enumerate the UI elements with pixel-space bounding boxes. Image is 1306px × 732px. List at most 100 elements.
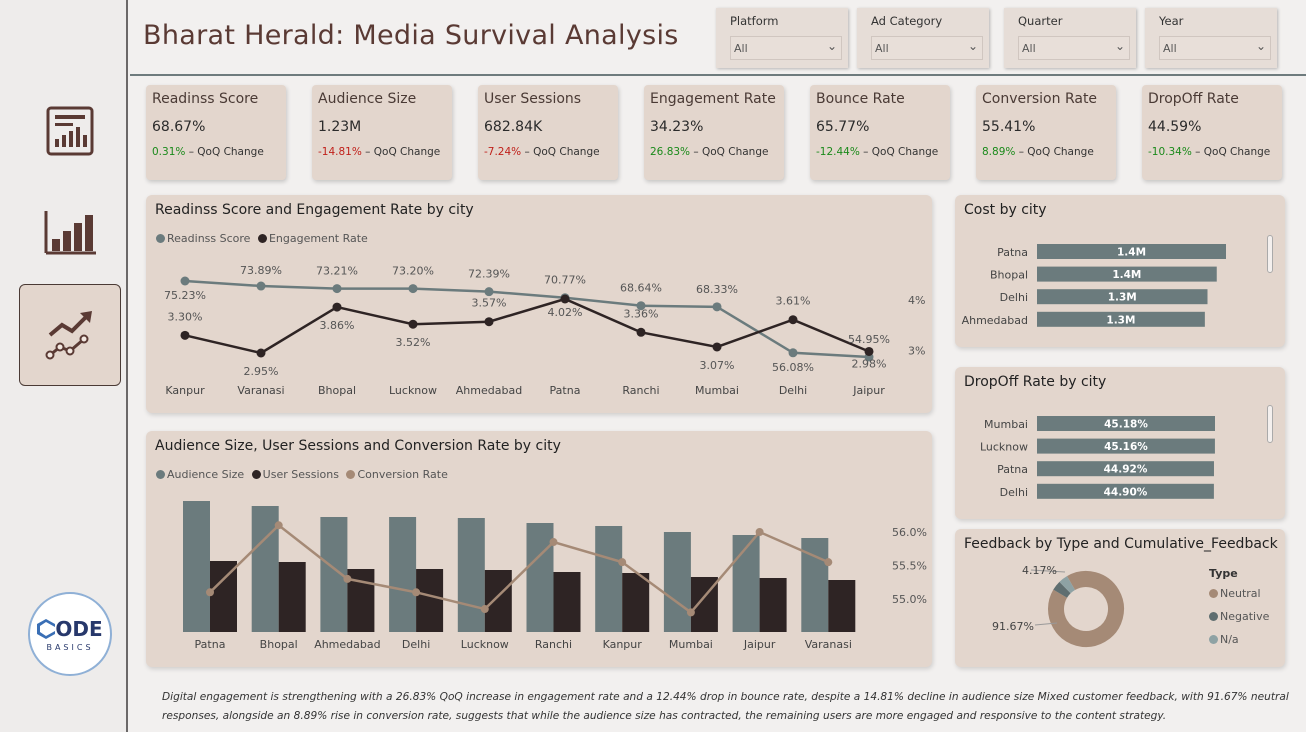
kpi-change: -7.24% – QoQ Change bbox=[484, 146, 600, 158]
audience-size-bar bbox=[732, 535, 760, 632]
kpi-change-label: – QoQ Change bbox=[1015, 146, 1094, 158]
kpi-change: 26.83% – QoQ Change bbox=[650, 146, 768, 158]
engagement-rate-label: 3.86% bbox=[320, 319, 355, 332]
engagement-rate-point bbox=[560, 294, 570, 304]
conversion-rate-point bbox=[618, 558, 627, 567]
kpi-change-value: -10.34% bbox=[1148, 146, 1192, 158]
kpi-value: 1.23M bbox=[318, 119, 362, 135]
readiness-score-label: 56.08% bbox=[772, 361, 814, 374]
user-sessions-bar bbox=[484, 570, 512, 632]
report-icon bbox=[46, 106, 94, 156]
page-title: Bharat Herald: Media Survival Analysis bbox=[143, 20, 679, 51]
legend-swatch bbox=[1209, 589, 1218, 598]
x-tick-label: Varanasi bbox=[237, 384, 284, 397]
filter-quarter-value: All bbox=[1022, 42, 1036, 55]
conversion-rate-point bbox=[549, 538, 558, 547]
filter-platform-dropdown[interactable]: All ⌄ bbox=[730, 36, 842, 60]
bar bbox=[1037, 289, 1208, 305]
insight-text: Digital engagement is strengthening with… bbox=[162, 691, 1289, 722]
donut-slice bbox=[1048, 571, 1124, 647]
audience-size-bar bbox=[663, 532, 691, 632]
x-tick-label: Patna bbox=[195, 638, 226, 651]
audience-size-bar bbox=[457, 518, 485, 632]
filter-year: Year All ⌄ bbox=[1145, 8, 1277, 68]
bar bbox=[1037, 483, 1214, 499]
conversion-rate-point bbox=[412, 588, 421, 597]
x-tick-label: Delhi bbox=[779, 384, 807, 397]
engagement-rate-label: 3.36% bbox=[624, 307, 659, 320]
audience-size-bar bbox=[595, 526, 623, 632]
audience-size-bar bbox=[801, 538, 829, 632]
kpi-title: Bounce Rate bbox=[816, 91, 905, 107]
filter-quarter-label: Quarter bbox=[1018, 14, 1063, 28]
filter-platform-value: All bbox=[734, 42, 748, 55]
audience-size-bar bbox=[183, 501, 210, 632]
engagement-rate-point bbox=[332, 302, 342, 312]
readiness-score-label: 73.21% bbox=[316, 265, 358, 278]
user-sessions-bar bbox=[759, 578, 787, 632]
kpi-title: DropOff Rate bbox=[1148, 91, 1239, 107]
kpi-change-value: -12.44% bbox=[816, 146, 860, 158]
legend-label: Conversion Rate bbox=[357, 468, 448, 481]
audience-size-bar bbox=[251, 506, 279, 632]
kpi-change-value: 26.83% bbox=[650, 146, 691, 158]
kpi-value: 68.67% bbox=[152, 119, 206, 135]
x-tick-label: Ranchi bbox=[622, 384, 659, 397]
kpi-value: 44.59% bbox=[1148, 119, 1202, 135]
nav-trend-button[interactable] bbox=[19, 284, 121, 386]
scrollbar[interactable] bbox=[1267, 405, 1273, 443]
conversion-rate-point bbox=[274, 521, 283, 530]
readiness-score-point bbox=[180, 276, 190, 286]
bar bbox=[1037, 438, 1215, 454]
chevron-down-icon: ⌄ bbox=[1255, 39, 1266, 53]
engagement-rate-line bbox=[184, 297, 870, 355]
kpi-change: 0.31% – QoQ Change bbox=[152, 146, 264, 158]
dropoff-bar-chart[interactable]: Mumbai 45.18% Lucknow 45.16% Patna 44.92% Delh… bbox=[955, 367, 1285, 519]
kpi-change-value: 8.89% bbox=[982, 146, 1016, 158]
y2-tick-label: 55.5% bbox=[892, 560, 927, 573]
combo-chart[interactable]: 56.0% 55.5% 55.0% Patna Bhopal Ahmedabad Delhi… bbox=[146, 431, 932, 667]
scrollbar[interactable] bbox=[1267, 235, 1273, 273]
x-tick-label: Lucknow bbox=[461, 638, 509, 651]
kpi-card-readiness-score: Readinss Score 68.67% 0.31% – QoQ Change bbox=[146, 85, 286, 180]
filter-quarter-dropdown[interactable]: All ⌄ bbox=[1018, 36, 1130, 60]
bar-value-label: 1.3M bbox=[1106, 314, 1135, 326]
filter-year-value: All bbox=[1163, 42, 1177, 55]
kpi-title: Audience Size bbox=[318, 91, 417, 107]
readiness-engagement-chart-panel: Readinss Score and Engagement Rate by ci… bbox=[146, 195, 932, 413]
bar-chart-icon bbox=[44, 211, 96, 255]
filter-ad-category-dropdown[interactable]: All ⌄ bbox=[871, 36, 983, 60]
chart-legend: Readinss Score Engagement Rate bbox=[156, 232, 368, 245]
line-chart[interactable]: 4% 3% 75.23% 3.30% Kanpur 73.89% 2.95% Varanasi… bbox=[146, 195, 932, 413]
kpi-title: Readinss Score bbox=[152, 91, 259, 107]
donut-legend-item: N/a bbox=[1209, 633, 1239, 646]
conversion-rate-point bbox=[755, 528, 764, 536]
y2-tick-label: 55.0% bbox=[892, 593, 927, 606]
kpi-change-label: – QoQ Change bbox=[690, 146, 769, 158]
slice-label: 91.67% bbox=[992, 620, 1034, 633]
y-tick-label: Patna bbox=[997, 463, 1028, 476]
cost-bar-chart[interactable]: Patna 1.4M Bhopal 1.4M Delhi 1.3M Ahmedabad 1.3… bbox=[955, 195, 1285, 347]
kpi-value: 65.77% bbox=[816, 119, 870, 135]
engagement-rate-label: 3.30% bbox=[168, 310, 203, 323]
kpi-change: -14.81% – QoQ Change bbox=[318, 146, 440, 158]
legend-swatch bbox=[1209, 635, 1218, 644]
nav-bar-chart-button[interactable] bbox=[19, 182, 121, 284]
user-sessions-bar bbox=[278, 562, 306, 632]
filter-ad-category-label: Ad Category bbox=[871, 14, 943, 28]
x-tick-label: Jaipur bbox=[743, 638, 776, 651]
filter-year-dropdown[interactable]: All ⌄ bbox=[1159, 36, 1271, 60]
readiness-score-line bbox=[184, 279, 870, 359]
donut-legend-title: Type bbox=[1209, 567, 1238, 580]
legend-label: N/a bbox=[1220, 633, 1239, 646]
readiness-score-label: 68.33% bbox=[696, 283, 738, 296]
x-tick-label: Jaipur bbox=[852, 384, 885, 397]
filter-ad-category-value: All bbox=[875, 42, 889, 55]
conversion-rate-line bbox=[209, 523, 829, 615]
legend-label: Negative bbox=[1220, 610, 1270, 623]
feedback-donut-chart[interactable]: 4.17% 91.67% bbox=[955, 529, 1285, 667]
chart-title: Feedback by Type and Cumulative_Feedback bbox=[964, 536, 1278, 552]
kpi-card-engagement-rate: Engagement Rate 34.23% 26.83% – QoQ Chan… bbox=[644, 85, 784, 180]
nav-report-button[interactable] bbox=[19, 80, 121, 182]
kpi-change-label: – QoQ Change bbox=[185, 146, 264, 158]
